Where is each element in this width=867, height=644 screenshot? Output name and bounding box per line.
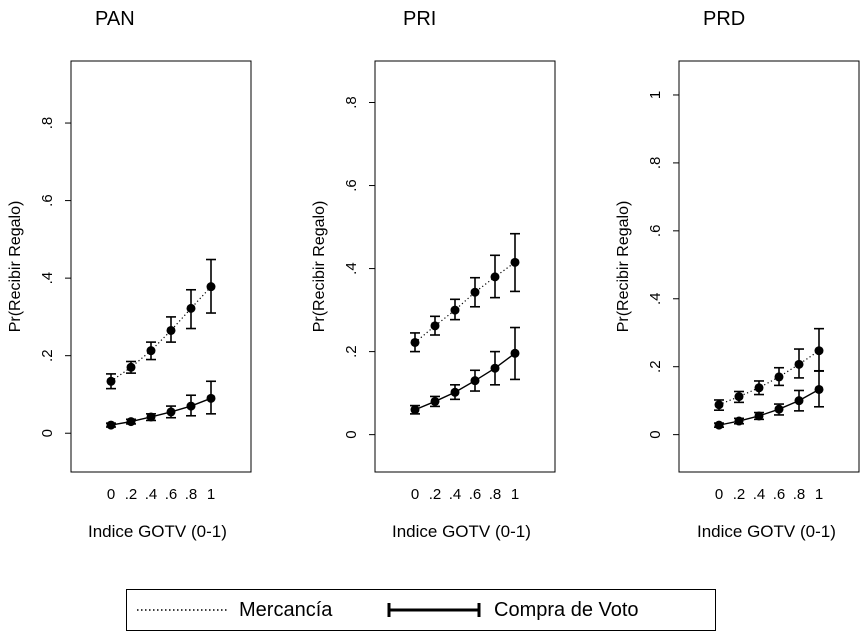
- x-tick-label-prd: .6: [773, 486, 786, 503]
- data-point-mercancia-pri: [410, 337, 420, 347]
- y-tick-label-prd: .8: [647, 157, 664, 170]
- x-tick-label-pri: .6: [469, 486, 482, 503]
- x-axis-label-pan: Indice GOTV (0-1): [88, 522, 227, 541]
- data-point-mercancia-prd: [754, 383, 764, 393]
- x-tick-label-pan: 1: [207, 486, 215, 503]
- y-tick-label-pri: .8: [343, 96, 360, 109]
- data-point-mercancia-prd: [774, 372, 784, 382]
- y-axis-label-pri: Pr(Recibir Regalo): [311, 201, 328, 333]
- data-point-mercancia-pan: [186, 303, 196, 313]
- legend-keys: [137, 603, 481, 617]
- y-tick-label-pri: 0: [343, 430, 360, 438]
- y-axis-label-prd: Pr(Recibir Regalo): [615, 201, 632, 333]
- y-tick-label-pan: .8: [39, 117, 56, 130]
- y-tick-label-prd: .6: [647, 225, 664, 238]
- data-point-compra-de-voto-pri: [510, 348, 520, 358]
- data-point-compra-de-voto-pan: [146, 412, 156, 422]
- data-point-mercancia-pan: [126, 362, 136, 372]
- data-point-mercancia-prd: [714, 400, 724, 410]
- data-point-compra-de-voto-prd: [714, 420, 724, 430]
- x-axis-label-pri: Indice GOTV (0-1): [392, 522, 531, 541]
- data-point-mercancia-pri: [510, 257, 520, 267]
- data-point-mercancia-prd: [814, 346, 824, 356]
- x-tick-label-pri: 0: [411, 486, 419, 503]
- y-tick-label-pri: .6: [343, 179, 360, 192]
- series-line-compra-de-voto-pri: [414, 352, 516, 411]
- data-point-mercancia-pan: [146, 346, 156, 356]
- data-point-compra-de-voto-pan: [166, 407, 176, 417]
- data-point-compra-de-voto-prd: [754, 411, 764, 421]
- plot-frame-pan: [70, 60, 252, 473]
- series-line-compra-de-voto-prd: [718, 388, 820, 426]
- x-tick-label-pan: 0: [107, 486, 115, 503]
- y-tick-label-pan: .2: [39, 349, 56, 362]
- y-tick-label-pan: 0: [39, 429, 56, 437]
- x-tick-label-pan: .6: [165, 486, 178, 503]
- x-tick-label-pri: .4: [449, 486, 462, 503]
- data-point-compra-de-voto-pan: [106, 420, 116, 430]
- data-point-compra-de-voto-pri: [470, 376, 480, 386]
- data-point-compra-de-voto-pri: [490, 363, 500, 373]
- data-point-compra-de-voto-prd: [734, 416, 744, 426]
- data-point-mercancia-prd: [794, 359, 804, 369]
- y-tick-label-prd: 1: [647, 91, 664, 99]
- y-tick-label-prd: .2: [647, 360, 664, 373]
- y-tick-label-pan: .4: [39, 272, 56, 285]
- legend-label-compra-de-voto: Compra de Voto: [494, 599, 639, 621]
- panel-title-pri: PRI: [403, 8, 437, 30]
- data-point-mercancia-pan: [166, 325, 176, 335]
- x-tick-label-prd: 1: [815, 486, 823, 503]
- legend-label-mercancia: Mercancía: [239, 599, 333, 621]
- y-tick-label-pri: .2: [343, 345, 360, 358]
- data-point-mercancia-prd: [734, 392, 744, 402]
- y-tick-label-prd: .4: [647, 293, 664, 306]
- x-tick-label-pan: .4: [145, 486, 158, 503]
- data-point-mercancia-pri: [430, 321, 440, 331]
- series-line-compra-de-voto-pan: [110, 397, 212, 426]
- data-point-compra-de-voto-pri: [410, 405, 420, 415]
- x-tick-label-pri: 1: [511, 486, 519, 503]
- data-point-mercancia-pan: [206, 282, 216, 292]
- x-tick-label-pri: .8: [489, 486, 502, 503]
- data-point-compra-de-voto-pri: [430, 396, 440, 406]
- data-point-compra-de-voto-pri: [450, 387, 460, 397]
- series-line-mercancia-pan: [110, 286, 212, 382]
- data-point-mercancia-pan: [106, 376, 116, 386]
- x-tick-label-prd: .2: [733, 486, 746, 503]
- panel-title-prd: PRD: [703, 8, 746, 30]
- series-line-mercancia-pri: [414, 261, 516, 343]
- y-tick-label-prd: 0: [647, 430, 664, 438]
- x-axis-label-prd: Indice GOTV (0-1): [697, 522, 836, 541]
- data-point-mercancia-pri: [470, 287, 480, 297]
- data-point-compra-de-voto-pan: [206, 393, 216, 403]
- data-point-compra-de-voto-pan: [186, 401, 196, 411]
- x-tick-label-prd: .4: [753, 486, 766, 503]
- data-point-compra-de-voto-pan: [126, 417, 136, 427]
- data-point-mercancia-pri: [490, 272, 500, 282]
- legend: Mercancía Compra de Voto: [126, 589, 716, 631]
- plot-frame-pri: [374, 60, 556, 473]
- y-axis-label-pan: Pr(Recibir Regalo): [7, 201, 24, 333]
- data-point-compra-de-voto-prd: [814, 384, 824, 394]
- data-point-mercancia-pri: [450, 305, 460, 315]
- plot-frame-prd: [678, 60, 860, 473]
- x-tick-label-pan: .2: [125, 486, 138, 503]
- y-tick-label-pan: .6: [39, 194, 56, 207]
- data-point-compra-de-voto-prd: [774, 404, 784, 414]
- x-tick-label-pan: .8: [185, 486, 198, 503]
- x-tick-label-prd: 0: [715, 486, 723, 503]
- data-point-compra-de-voto-prd: [794, 396, 804, 406]
- x-tick-label-pri: .2: [429, 486, 442, 503]
- y-tick-label-pri: .4: [343, 262, 360, 275]
- x-tick-label-prd: .8: [793, 486, 806, 503]
- panel-title-pan: PAN: [95, 8, 135, 30]
